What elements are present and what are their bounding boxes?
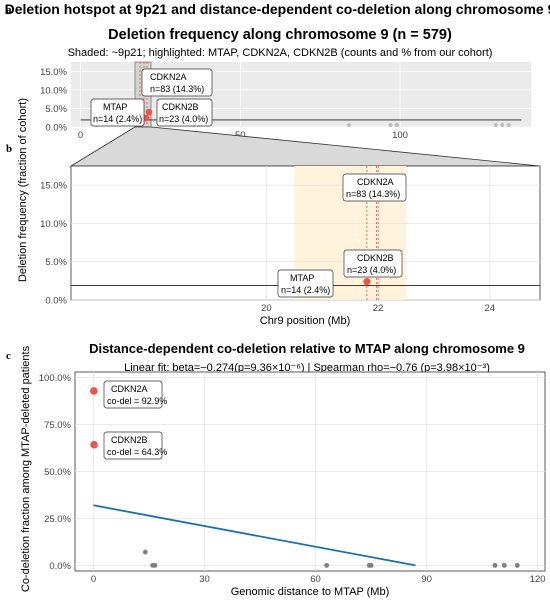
a-ytick-label: 10.0%	[40, 85, 67, 96]
panel-letter-a: a	[6, 4, 12, 16]
panel-c: Distance-dependent co-deletion relative …	[20, 341, 546, 598]
c-ytick-label: 100.0%	[39, 373, 72, 384]
panel-c-title: Distance-dependent co-deletion relative …	[89, 341, 525, 356]
svg-text:n=14 (2.4%): n=14 (2.4%)	[281, 285, 330, 295]
panel-b-xlabel: Chr9 position (Mb)	[260, 315, 350, 327]
svg-text:n=83 (14.3%): n=83 (14.3%)	[150, 84, 204, 94]
c-point-cdkn2a	[90, 387, 98, 395]
svg-text:CDKN2B: CDKN2B	[357, 253, 394, 263]
c-gray-point	[368, 562, 374, 568]
b-xtick-label: 24	[484, 303, 495, 314]
a-bg-point	[346, 123, 351, 127]
c-xtick-label: 60	[310, 574, 321, 585]
panel-c-ticks: 0.0% 25.0% 50.0% 75.0% 100.0% 0 30 60 90 120	[39, 373, 546, 585]
panel-b-gridlines	[71, 166, 540, 301]
c-xtick-label: 120	[530, 574, 546, 585]
c-point-cdkn2b	[90, 440, 98, 449]
a-bg-point	[493, 123, 498, 127]
svg-text:MTAP: MTAP	[103, 102, 127, 112]
panel-a-subtitle: Shaded: ~9p21; highlighted: MTAP, CDKN2A…	[68, 47, 493, 59]
c-ytick-label: 75.0%	[44, 420, 71, 431]
a-ytick-label: 5.0%	[45, 104, 67, 115]
figure-title: Deletion hotspot at 9p21 and distance-de…	[5, 1, 550, 17]
panel-c-gridlines	[75, 372, 545, 571]
b-xtick-label: 20	[261, 303, 272, 314]
c-ytick-label: 25.0%	[44, 514, 71, 525]
panel-b-label-cdkn2b: CDKN2B n=23 (4.0%)	[343, 249, 403, 278]
b-xtick-label: 22	[373, 303, 384, 314]
panel-c-points	[90, 387, 520, 568]
panel-letter-c: c	[6, 350, 11, 362]
panel-a-title: Deletion frequency along chromosome 9 (n…	[108, 27, 452, 43]
a-xtick-label: 100	[392, 130, 408, 141]
a-bg-point	[500, 123, 505, 127]
panel-b-label-cdkn2a: CDKN2A n=83 (14.3%)	[342, 173, 407, 202]
panel-a-label-mtap: MTAP n=14 (2.4%)	[90, 98, 145, 127]
c-xtick-label: 90	[421, 574, 432, 585]
panel-a-label-cdkn2a: CDKN2A n=83 (14.3%)	[141, 68, 213, 97]
a-ytick-label: 15.0%	[40, 67, 67, 78]
b-ytick-label: 15.0%	[40, 181, 67, 192]
c-ytick-label: 50.0%	[44, 467, 71, 478]
panel-b-label-mtap: MTAP n=14 (2.4%)	[277, 269, 334, 298]
svg-text:co-del = 64.3%: co-del = 64.3%	[107, 447, 167, 457]
a-ytick-label: 0.0%	[45, 123, 67, 134]
zoom-connector	[69, 126, 541, 167]
panel-a-label-cdkn2b: CDKN2B n=23 (4.0%)	[156, 98, 213, 127]
panel-c-fit-line	[93, 504, 416, 567]
b-ytick-label: 0.0%	[45, 296, 67, 307]
svg-text:CDKN2B: CDKN2B	[111, 435, 148, 445]
c-xtick-label: 30	[199, 574, 210, 585]
c-gray-point	[152, 562, 158, 568]
c-ytick-label: 0.0%	[49, 561, 71, 572]
a-xtick-label: 0	[78, 130, 83, 141]
svg-text:n=14 (2.4%): n=14 (2.4%)	[93, 114, 142, 124]
b-ytick-label: 5.0%	[45, 257, 67, 268]
svg-text:MTAP: MTAP	[290, 273, 314, 283]
c-xtick-label: 0	[91, 574, 96, 585]
a-bg-point	[388, 123, 393, 127]
svg-text:CDKN2B: CDKN2B	[162, 102, 199, 112]
panel-c-label-cdkn2a: CDKN2A co-del = 92.9%	[103, 380, 167, 409]
panel-c-subtitle: Linear fit: beta=−0.274(p=9.36×10⁻⁶) | S…	[124, 362, 490, 374]
a-gene-point-cdkn2b	[145, 108, 153, 116]
svg-text:n=23 (4.0%): n=23 (4.0%)	[347, 265, 396, 275]
svg-text:n=83 (14.3%): n=83 (14.3%)	[346, 189, 400, 199]
svg-text:CDKN2A: CDKN2A	[357, 177, 394, 187]
a-xtick-label: 50	[235, 130, 246, 141]
c-gray-point	[142, 549, 148, 555]
svg-text:CDKN2A: CDKN2A	[150, 72, 187, 82]
c-fit-line-segment	[93, 504, 416, 567]
a-bg-point	[506, 123, 511, 127]
svg-text:co-del = 92.9%: co-del = 92.9%	[107, 396, 167, 406]
panel-c-xlabel: Genomic distance to MTAP (Mb)	[231, 586, 390, 598]
svg-text:CDKN2A: CDKN2A	[111, 384, 148, 394]
c-gray-point	[324, 562, 330, 568]
panel-letter-b: b	[6, 143, 12, 155]
b-ytick-label: 10.0%	[40, 219, 67, 230]
panel-c-label-cdkn2b: CDKN2B co-del = 64.3%	[103, 431, 167, 460]
c-gray-point	[492, 562, 498, 568]
panel-a-ticks: 0.0% 5.0% 10.0% 15.0% 0 50 100	[40, 67, 408, 141]
c-gray-point	[501, 562, 507, 568]
panels-ab-ylabel: Deletion frequency (fraction of cohort)	[17, 98, 29, 282]
panel-b: 0.0% 5.0% 10.0% 15.0% 20 22 24 CDKN2A n=83 (14…	[40, 165, 541, 327]
c-gray-point	[514, 562, 520, 568]
a-bg-point	[394, 123, 399, 127]
b-gene-point-mtap	[363, 278, 371, 286]
panel-a: Deletion frequency along chromosome 9 (n…	[40, 27, 531, 141]
svg-text:n=23 (4.0%): n=23 (4.0%)	[159, 114, 208, 124]
panel-b-ticks: 0.0% 5.0% 10.0% 15.0% 20 22 24	[40, 181, 495, 314]
panel-c-ylabel: Co-deletion fraction among MTAP-deleted …	[20, 345, 32, 592]
